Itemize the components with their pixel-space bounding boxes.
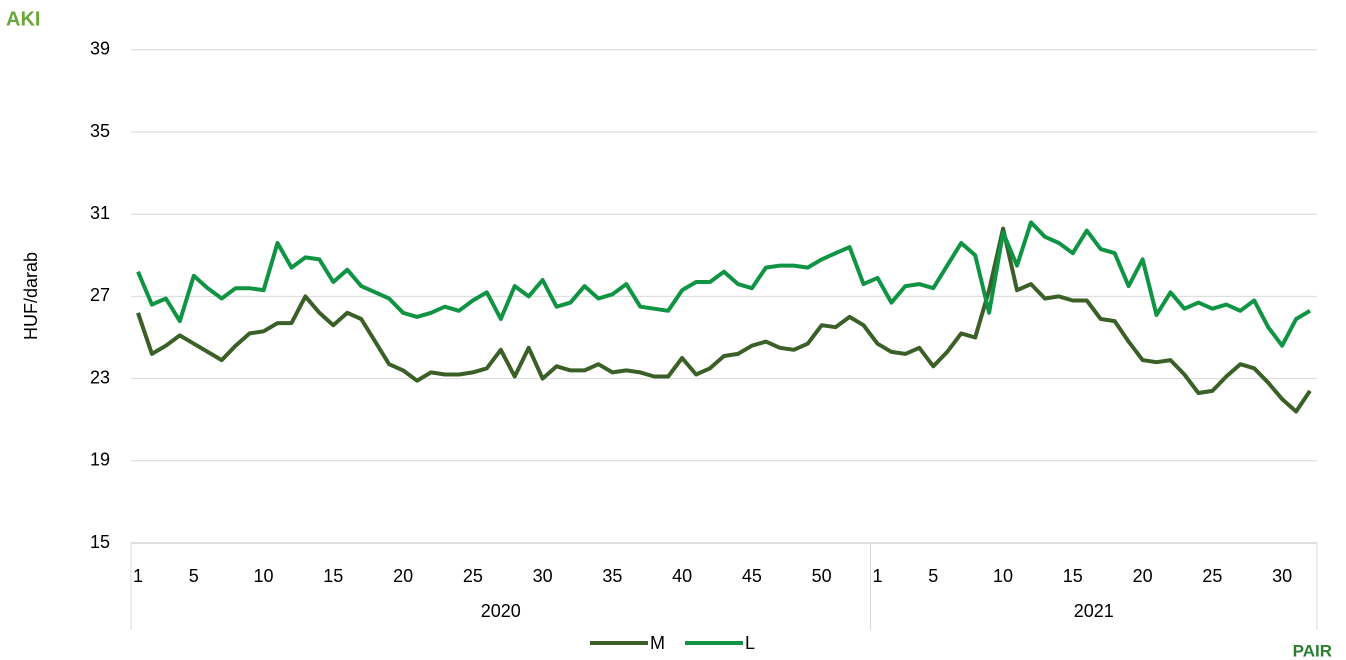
- x-tick-label: 50: [812, 566, 832, 586]
- data-line: [136, 220, 1312, 348]
- x-tick-label: 20: [1133, 566, 1153, 586]
- x-tick-label: 35: [602, 566, 622, 586]
- y-tick-label: 31: [90, 203, 110, 223]
- x-group-label: 2020: [481, 601, 521, 621]
- x-tick-label: 5: [928, 566, 938, 586]
- x-tick-label: 30: [1272, 566, 1292, 586]
- data-line: [136, 226, 1312, 414]
- y-tick-label: 27: [90, 285, 110, 305]
- y-tick-label: 35: [90, 121, 110, 141]
- x-tick-label: 25: [1202, 566, 1222, 586]
- x-tick-label: 1: [133, 566, 143, 586]
- x-tick-label: 5: [189, 566, 199, 586]
- legend-label: L: [745, 633, 755, 653]
- x-tick-label: 15: [1063, 566, 1083, 586]
- x-tick-label: 20: [393, 566, 413, 586]
- x-tick-label: 15: [323, 566, 343, 586]
- y-tick-label: 39: [90, 39, 110, 59]
- x-group-label: 2021: [1074, 601, 1114, 621]
- logo-pair: PAIR: [1293, 641, 1332, 660]
- y-tick-label: 19: [90, 450, 110, 470]
- logo-aki: AKI: [6, 8, 40, 30]
- y-tick-label: 15: [90, 532, 110, 552]
- x-tick-label: 1: [872, 566, 882, 586]
- x-tick-label: 10: [993, 566, 1013, 586]
- x-tick-label: 40: [672, 566, 692, 586]
- x-tick-label: 30: [533, 566, 553, 586]
- legend-label: M: [650, 633, 665, 653]
- x-tick-label: 25: [463, 566, 483, 586]
- x-tick-label: 45: [742, 566, 762, 586]
- x-tick-label: 10: [254, 566, 274, 586]
- y-axis-label: HUF/darab: [21, 252, 41, 340]
- y-tick-label: 23: [90, 367, 110, 387]
